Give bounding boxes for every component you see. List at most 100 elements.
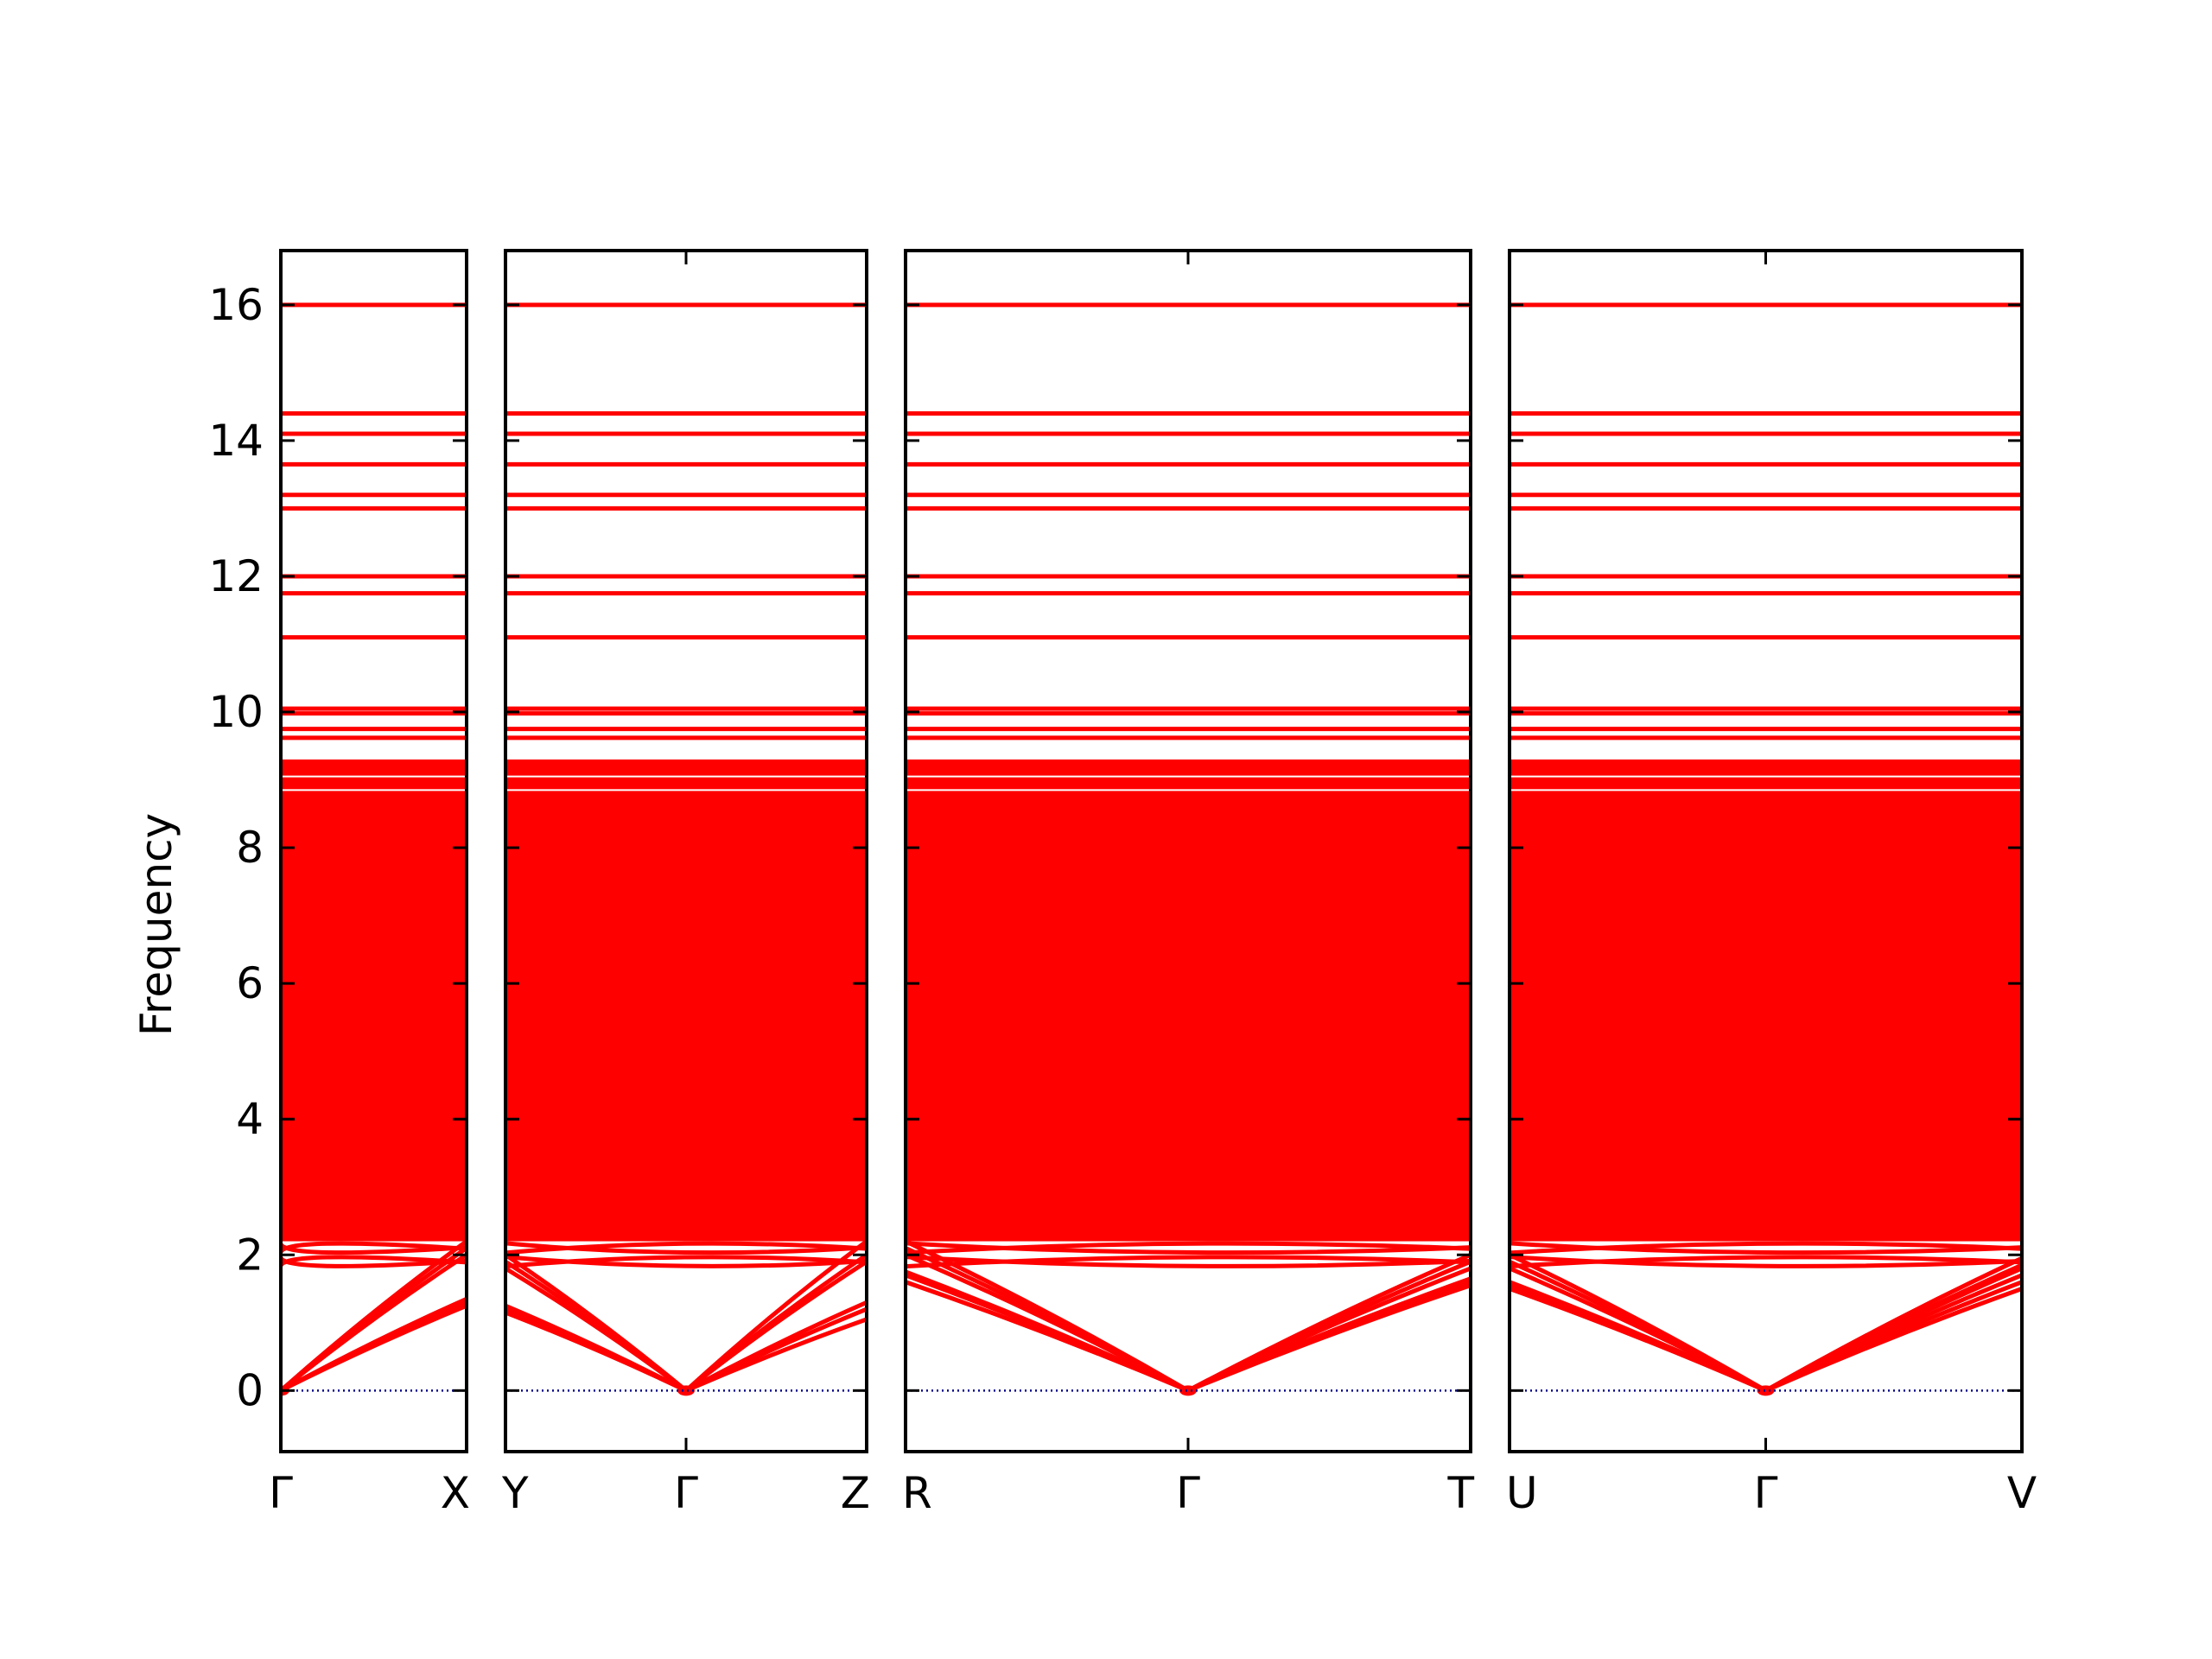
band-line	[1510, 1211, 2022, 1225]
band-line	[906, 1097, 1471, 1103]
band-line	[281, 855, 467, 861]
band-line	[281, 1211, 467, 1224]
band-line	[906, 917, 1471, 922]
band-line	[281, 917, 467, 922]
band-lines	[1510, 302, 2022, 1396]
band-line	[281, 819, 467, 824]
acoustic-branch	[1510, 1253, 1767, 1393]
band-line	[281, 918, 467, 924]
band-line	[1510, 1009, 2022, 1014]
band-line	[505, 1020, 867, 1026]
y-tick-label: 8	[236, 823, 264, 873]
band-line	[281, 797, 467, 802]
acoustic-branch	[1510, 1266, 1767, 1393]
x-tick-label: T	[1446, 1468, 1474, 1518]
band-line	[1510, 1084, 2022, 1090]
acoustic-branch	[1764, 1255, 2022, 1393]
band-line	[906, 893, 1471, 899]
band-line	[906, 768, 1471, 773]
band-line	[1510, 1117, 2022, 1122]
gamma-point	[1757, 1385, 1775, 1396]
band-line	[1510, 901, 2022, 906]
band-line	[906, 1156, 1471, 1162]
x-tick-label: V	[2007, 1468, 2037, 1518]
band-line	[505, 1126, 867, 1131]
acoustic-branch	[505, 1303, 688, 1393]
acoustic-branch	[906, 1252, 1190, 1393]
band-line	[505, 1084, 867, 1090]
band-line	[1510, 986, 2022, 991]
acoustic-branch	[684, 1300, 867, 1393]
acoustic-branch	[906, 1239, 1190, 1393]
band-line	[906, 905, 1471, 909]
band-line	[505, 1190, 867, 1205]
band-lines	[281, 302, 467, 1396]
band-line	[505, 1241, 867, 1255]
band-line	[906, 1091, 1471, 1096]
band-line	[1510, 917, 2022, 922]
band-line	[281, 944, 467, 949]
band-line	[906, 1211, 1471, 1225]
dense-band-region	[505, 759, 867, 1242]
band-line	[906, 1107, 1471, 1113]
x-tick-label: Γ	[674, 1468, 698, 1518]
band-line	[505, 1211, 867, 1225]
x-tick-label: Z	[841, 1468, 870, 1518]
band-line	[1510, 938, 2022, 944]
x-tick-label: X	[441, 1468, 470, 1518]
band-line	[505, 1103, 867, 1108]
band-line	[281, 875, 467, 880]
band-line	[505, 1121, 867, 1125]
band-line	[906, 1117, 1471, 1122]
band-line	[281, 1255, 467, 1268]
band-line	[281, 1227, 467, 1241]
band-line	[281, 934, 467, 940]
band-line	[1510, 771, 2022, 776]
band-line	[281, 923, 467, 928]
acoustic-branch	[906, 1280, 1189, 1393]
band-line	[1510, 870, 2022, 874]
band-line	[906, 793, 1471, 798]
band-line	[281, 901, 467, 906]
panel-frame	[279, 249, 468, 1453]
band-line	[906, 800, 1471, 805]
y-tick-label: 0	[236, 1365, 264, 1415]
band-line	[906, 1068, 1471, 1073]
acoustic-branch	[1764, 1287, 2022, 1393]
acoustic-branch	[684, 1239, 867, 1393]
band-line	[505, 856, 867, 862]
band-line	[281, 912, 467, 917]
acoustic-branch	[281, 1297, 467, 1393]
band-line	[281, 1241, 467, 1254]
band-line	[505, 964, 867, 969]
x-tick-label: U	[1506, 1468, 1538, 1518]
band-line	[281, 1156, 467, 1161]
band-line	[281, 1037, 467, 1042]
gamma-point	[677, 1385, 695, 1396]
band-line	[1510, 1131, 2022, 1136]
band-lines	[505, 302, 867, 1396]
band-line	[1510, 1141, 2022, 1146]
band-line	[906, 868, 1471, 873]
band-line	[505, 853, 867, 858]
band-line	[1510, 1081, 2022, 1086]
band-line	[906, 790, 1471, 795]
band-line	[281, 1190, 467, 1203]
band-lines	[906, 302, 1471, 1396]
y-tick-label: 4	[236, 1094, 264, 1144]
acoustic-branch	[906, 1269, 1190, 1393]
band-line	[1510, 855, 2022, 861]
acoustic-branch	[1186, 1252, 1471, 1393]
band-line	[1510, 1227, 2022, 1242]
band-line	[906, 1179, 1471, 1185]
x-tick-label: Y	[501, 1468, 529, 1518]
band-line	[906, 1190, 1471, 1205]
y-tick-label: 12	[208, 551, 264, 601]
band-line	[1510, 1148, 2022, 1154]
x-tick-label: Γ	[1754, 1468, 1778, 1518]
